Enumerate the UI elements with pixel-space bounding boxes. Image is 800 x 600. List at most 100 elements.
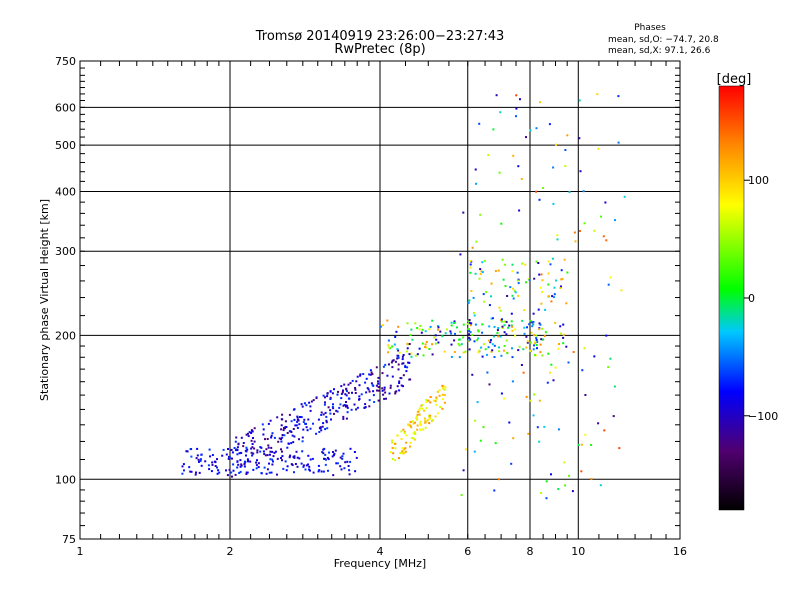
data-point <box>441 393 444 396</box>
data-point <box>320 429 323 432</box>
data-point <box>198 460 200 463</box>
data-point <box>464 350 467 353</box>
data-point <box>345 405 347 408</box>
data-point <box>221 454 224 457</box>
data-point <box>406 342 409 345</box>
data-point <box>467 320 470 323</box>
colorbar: [deg] 100 0 −100 <box>717 72 778 511</box>
data-point <box>523 332 526 335</box>
data-point <box>280 448 282 451</box>
data-point <box>311 457 314 460</box>
x-axis-label: Frequency [MHz] <box>334 557 426 570</box>
data-point <box>365 391 368 394</box>
data-point <box>434 334 437 337</box>
data-point <box>482 293 485 296</box>
data-point <box>360 393 363 396</box>
data-point <box>473 340 476 343</box>
data-point <box>433 336 436 339</box>
data-point <box>508 421 511 424</box>
data-point <box>481 323 484 326</box>
data-point <box>269 419 272 422</box>
data-point <box>280 428 283 431</box>
data-point <box>516 271 519 274</box>
data-point <box>304 468 307 471</box>
data-point <box>326 427 329 430</box>
data-point <box>497 335 500 338</box>
colorbar-tick-label: 100 <box>748 174 769 187</box>
data-point <box>271 463 274 466</box>
data-point <box>267 444 270 447</box>
data-point <box>225 453 228 456</box>
data-point <box>541 327 544 330</box>
data-point <box>512 297 515 300</box>
data-point <box>320 470 323 473</box>
data-point <box>449 330 452 333</box>
data-point <box>281 455 284 458</box>
data-point <box>337 390 339 393</box>
data-point <box>211 463 214 466</box>
data-point <box>564 149 567 151</box>
data-point <box>346 411 349 414</box>
data-point <box>354 392 357 394</box>
data-point <box>405 350 408 353</box>
data-point <box>189 470 192 473</box>
data-point <box>190 470 193 473</box>
data-point <box>614 219 616 222</box>
data-point <box>231 451 234 454</box>
data-point <box>395 390 398 393</box>
data-point <box>256 451 259 454</box>
x-tick-label: 16 <box>673 545 687 558</box>
data-point <box>563 258 566 261</box>
data-point <box>593 355 596 358</box>
data-point <box>394 336 397 338</box>
data-point <box>556 234 559 237</box>
data-point <box>346 460 349 463</box>
data-point <box>514 328 517 331</box>
data-point <box>467 301 470 304</box>
data-point <box>450 343 453 346</box>
data-point <box>562 336 565 339</box>
colorbar-tick-label: −100 <box>748 410 778 423</box>
data-point <box>528 323 531 326</box>
data-point <box>474 168 477 171</box>
data-point <box>285 469 288 472</box>
data-point <box>322 470 325 473</box>
data-point <box>392 452 395 455</box>
data-point <box>483 259 486 262</box>
data-point <box>317 418 320 421</box>
data-point <box>372 390 375 393</box>
data-point <box>315 397 318 400</box>
data-point <box>188 466 191 469</box>
data-point <box>605 334 608 337</box>
data-point <box>525 281 527 284</box>
y-tick-label: 750 <box>55 55 76 68</box>
data-point <box>216 458 218 461</box>
data-point <box>277 440 280 443</box>
data-point <box>226 474 229 477</box>
data-point <box>483 300 486 303</box>
data-point <box>245 446 248 449</box>
data-point <box>412 422 415 425</box>
data-point <box>409 441 412 444</box>
data-point <box>335 462 338 465</box>
data-point <box>507 326 509 329</box>
data-point <box>326 395 329 398</box>
data-point <box>236 446 239 449</box>
data-point <box>582 190 585 193</box>
data-point <box>379 325 382 328</box>
data-point <box>240 436 243 439</box>
phases-heading: Phases <box>634 23 666 33</box>
data-point <box>217 469 220 472</box>
data-point <box>259 450 262 453</box>
data-point <box>263 466 266 469</box>
data-point <box>328 451 330 454</box>
data-point <box>318 431 321 433</box>
data-point <box>536 341 539 344</box>
data-point <box>469 271 472 274</box>
data-point <box>557 428 560 431</box>
data-point <box>345 388 348 391</box>
data-point <box>269 450 272 453</box>
data-point <box>295 424 298 427</box>
data-point <box>404 447 407 450</box>
